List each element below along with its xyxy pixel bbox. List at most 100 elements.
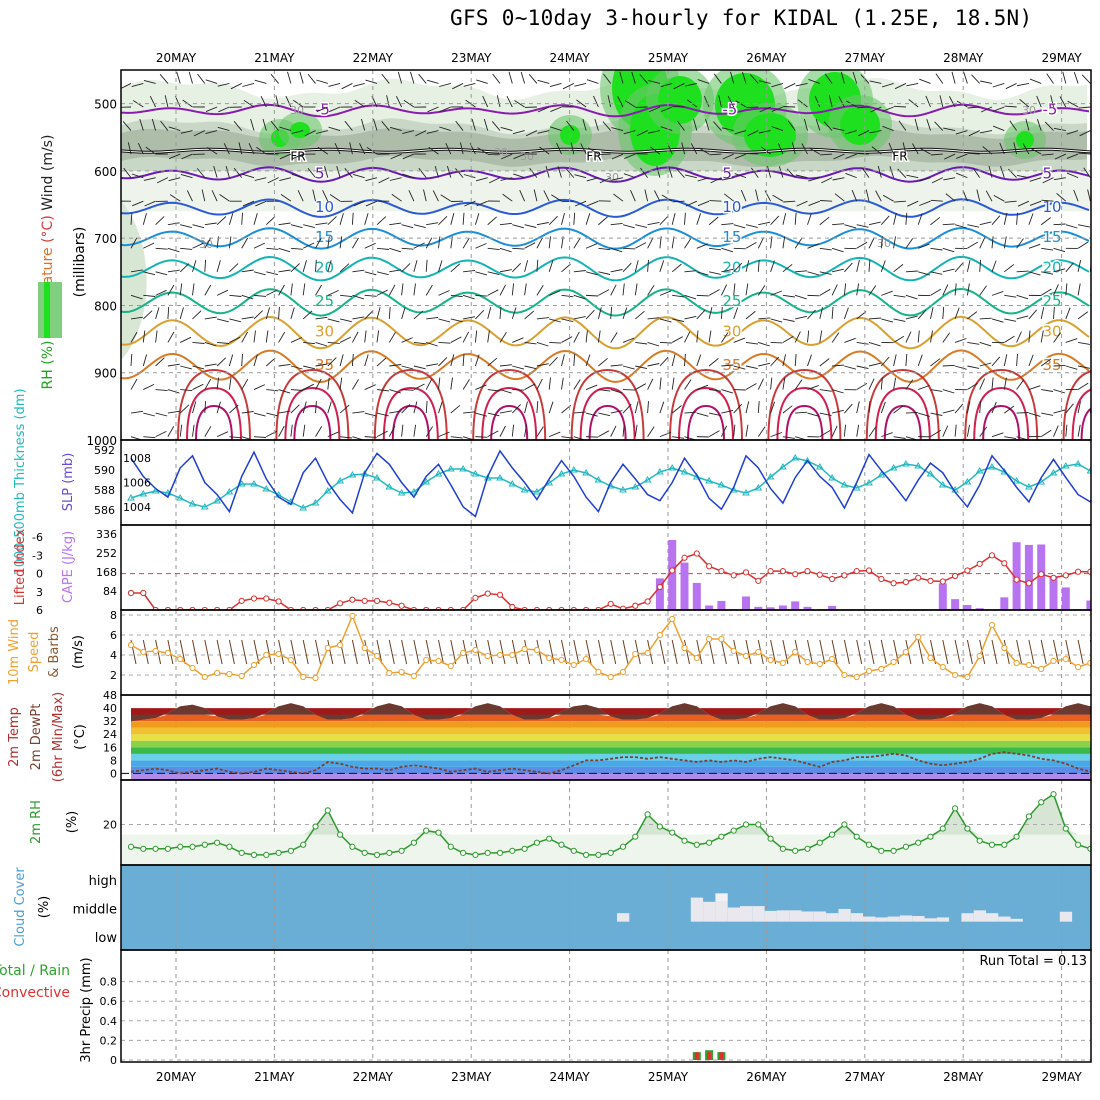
rh-line-point [693, 841, 700, 848]
wind-barb [1041, 271, 1054, 275]
wind-barb [1053, 425, 1059, 437]
wind-barb [143, 177, 156, 181]
wind-barb [155, 247, 168, 250]
surface-wind-barb [388, 639, 395, 665]
pressure-section-plot: -5-5-55551010101515152020202525253030303… [121, 70, 1091, 440]
wind-barb [574, 83, 587, 87]
run-total-label: Run Total = 0.13 [979, 954, 1087, 969]
wind-barb [897, 168, 907, 178]
wind-barb [1066, 153, 1079, 159]
wind-barb [266, 247, 279, 250]
grid-top [175, 70, 1063, 440]
lifted-index-line-point [865, 567, 873, 574]
wind-barb [954, 307, 960, 320]
wind-barb [980, 106, 993, 113]
wind-speed-line-point [312, 674, 319, 682]
surface-temp-contour [767, 368, 842, 440]
rh-line-point [250, 851, 258, 858]
wind-barb [771, 126, 784, 131]
wind-barb [179, 263, 190, 273]
wind-speed-line-point [619, 668, 627, 676]
wind-speed-line-point [1001, 644, 1008, 652]
wind-barb [659, 342, 672, 344]
wind-barb [302, 401, 307, 414]
wind-barb [205, 79, 218, 84]
cloud-bar [899, 915, 913, 922]
wind-barb [1077, 260, 1082, 272]
surface-temp-contour [964, 368, 1039, 440]
cape-bar [754, 606, 763, 610]
wind-barb [302, 283, 306, 296]
wind-barb [242, 200, 255, 207]
wind-barb [955, 130, 968, 135]
wind-barb [733, 403, 743, 414]
wind-barb [334, 143, 341, 155]
wind-barb [413, 342, 426, 345]
pressure-tick-label: 1000 [86, 434, 117, 448]
rh-line-point [681, 837, 688, 844]
cape-bar [742, 596, 750, 610]
wind-barb [193, 130, 205, 137]
wind-barb [391, 193, 402, 202]
pressure-tick-label: 800 [94, 299, 117, 313]
wind-barb [815, 118, 821, 131]
wind-barb [733, 424, 736, 437]
top-date-label: 25MAY [648, 51, 689, 65]
cape-bar [951, 599, 960, 610]
wind-barb [450, 318, 463, 323]
wind-barb [151, 118, 157, 131]
wind-barb [593, 95, 599, 108]
panel-bg-slp [121, 440, 1091, 525]
wind-barb [297, 190, 304, 202]
wind-barb [475, 436, 488, 438]
wind-barb [1090, 224, 1091, 226]
wind-barb [782, 294, 795, 298]
wind-barb [192, 342, 205, 344]
wind-barb [671, 212, 676, 225]
wind-barb [611, 127, 624, 131]
wind-barb [919, 200, 931, 206]
wind-barb [1066, 172, 1079, 179]
wind-barb [967, 106, 980, 109]
wind-barb [143, 242, 155, 249]
wind-barb [287, 71, 292, 84]
wind-barb [364, 294, 377, 297]
wind-barb [381, 121, 390, 131]
wind-barb [1041, 389, 1054, 392]
wind-barb [794, 238, 803, 249]
wind-barb [290, 247, 303, 250]
wind-barb [499, 284, 506, 296]
surface-wind-barb [327, 639, 334, 665]
wind-barb [930, 288, 942, 296]
lifted-index-line-point [890, 580, 897, 587]
wind-barb [186, 190, 193, 202]
wind-barb [659, 290, 672, 296]
wind-barb [795, 315, 807, 320]
lifted-index-line-point [140, 589, 147, 597]
thickness-line-point [619, 486, 627, 493]
wind-barb [413, 242, 425, 249]
wind-barb [647, 285, 655, 296]
wind-barb [278, 306, 280, 319]
surface-wind-barb [843, 639, 850, 665]
wind-barb [733, 307, 739, 320]
wind-barb [1053, 389, 1066, 394]
wind-barb [795, 174, 808, 179]
thickness-line-point [594, 476, 603, 483]
wind-barb [602, 121, 612, 131]
wind-barb [328, 126, 341, 131]
lifted-index-line-point [472, 594, 479, 601]
wind-barb [935, 73, 944, 84]
rh-line-point [792, 847, 799, 854]
lifted-index-line-point [349, 596, 356, 603]
wind-barb [906, 83, 919, 87]
lifted-index-line-point [275, 598, 282, 605]
wind-barb [905, 212, 908, 225]
wind-barb [229, 404, 239, 414]
wind-barb [648, 106, 661, 113]
cape-bar [668, 539, 677, 610]
wind-barb [1041, 412, 1054, 416]
wind-barb [381, 73, 390, 84]
top-date-label: 22MAY [353, 51, 394, 65]
